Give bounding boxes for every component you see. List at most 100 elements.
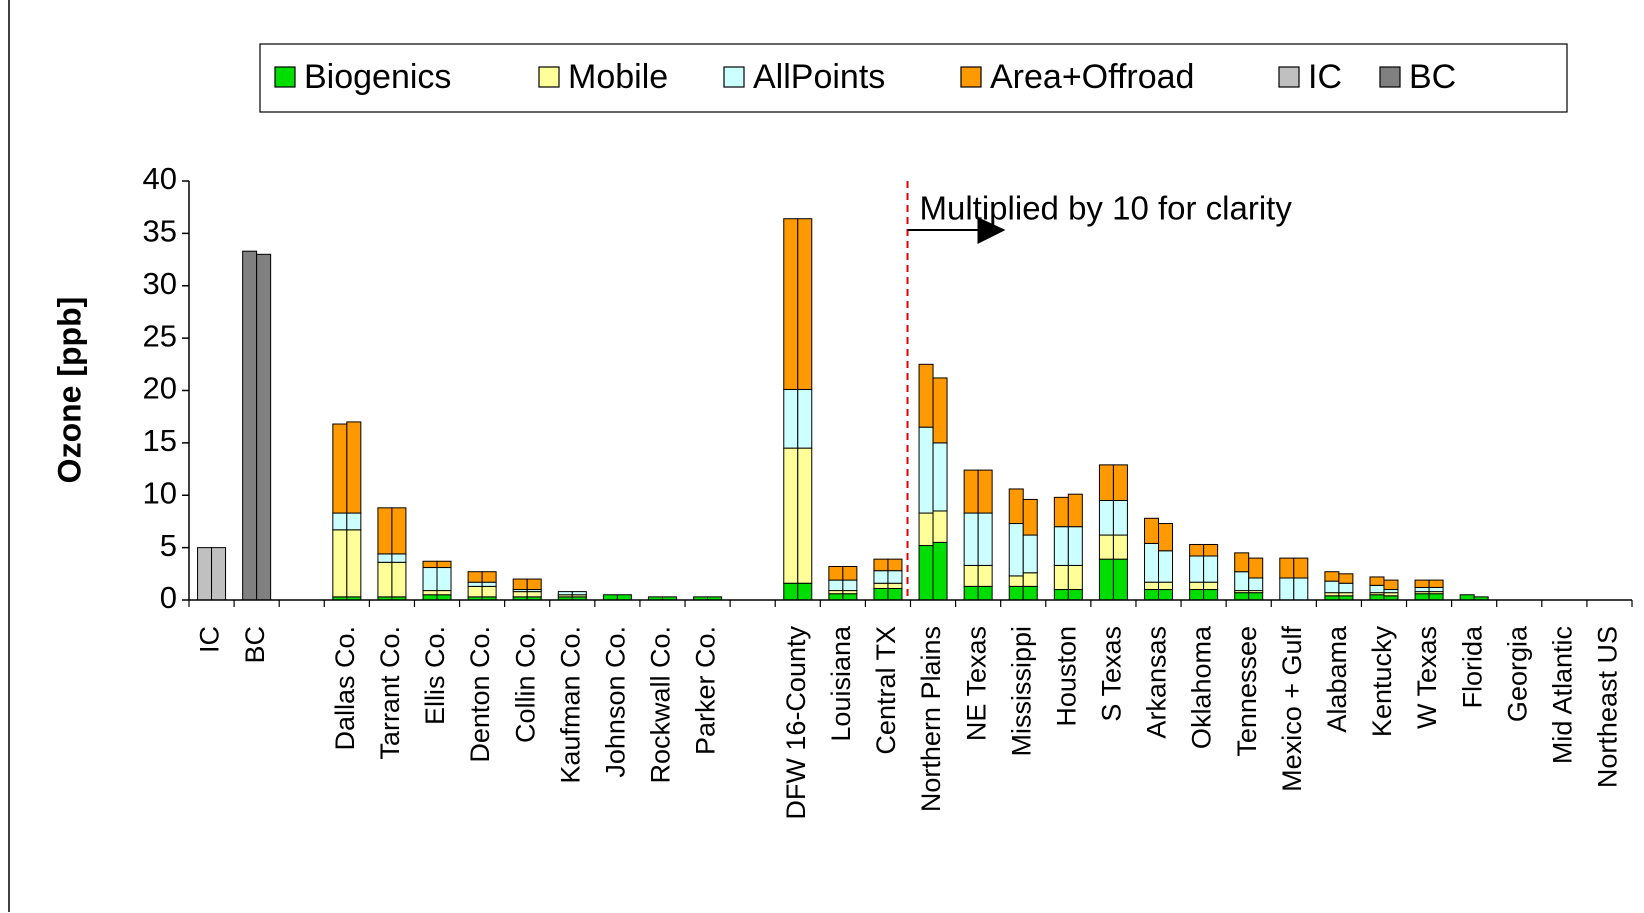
annotation: Multiplied by 10 for clarity [920,190,1293,227]
bar-segment [1098,499,1114,536]
bar-segment [1067,526,1083,566]
bar-segment [391,553,407,563]
bar-segment [481,581,497,587]
bar-segment [1067,589,1083,601]
bar-segment [1234,552,1250,573]
bar-segment [1324,571,1340,582]
bar-segment [828,565,844,581]
bar-segment [873,570,889,584]
bar-segment [887,570,903,584]
bar-segment [932,510,948,543]
bar-segment [918,426,934,514]
bar-segment [963,585,979,601]
y-tick-label: 0 [160,580,177,615]
x-tick-label: W Texas [1412,626,1442,729]
bar-segment [887,558,903,572]
bar-segment [918,545,934,601]
bar-segment [467,581,483,587]
bar-segment [1112,558,1128,601]
bar-segment [557,591,573,596]
x-tick-label: Collin Co. [510,626,540,743]
bar-segment [1324,580,1340,594]
y-tick-label: 35 [143,214,177,249]
bar-segment [1428,586,1444,593]
bar-segment [1414,579,1430,588]
bar-segment [512,578,528,591]
bar-segment [1459,594,1475,601]
bar-segment [1158,550,1174,583]
bar-segment [1234,592,1250,601]
bar-segment [1053,564,1069,591]
bar-segment [571,591,587,596]
legend-swatch [1379,66,1401,88]
x-tick-label: Northern Plains [916,626,946,812]
bar-segment [1248,557,1264,579]
x-tick-label: BC [240,626,270,664]
bar-segment [481,571,497,583]
bar-segment [602,594,618,601]
bar-segment [1008,585,1024,601]
bar-segment [1158,523,1174,552]
bar-segment [1189,543,1205,557]
x-tick-label: IC [195,626,225,653]
bar-segment [828,579,844,592]
bar-segment [1338,582,1354,594]
bar-segment [391,561,407,598]
bar-segment [1112,499,1128,536]
bar-segment [1189,555,1205,583]
legend-label: IC [1308,58,1342,96]
bar-segment [1008,488,1024,525]
bar-segment [1203,555,1219,583]
bar-segment [1158,589,1174,601]
bar-segment [436,560,452,569]
bar-segment [1414,586,1430,593]
x-tick-label: Denton Co. [465,626,495,763]
bar-segment [616,594,632,601]
bar-segment [977,585,993,601]
bar-segment [977,564,993,587]
bar-segment [1293,557,1309,579]
legend-swatch [960,66,982,88]
bar-segment [377,561,393,598]
bar-segment [932,541,948,601]
x-tick-label: Houston [1051,626,1081,727]
x-tick-label: Dallas Co. [330,626,360,751]
x-tick-label: Northeast US [1593,626,1623,788]
bar-segment [1022,498,1038,536]
bar-segment [346,529,362,598]
bar-segment [887,582,903,589]
bar-segment [887,587,903,601]
bar-segment [977,469,993,514]
bar-segment [1008,575,1024,587]
bar-segment [1248,577,1264,592]
y-tick-label: 10 [143,475,177,510]
legend-label: AllPoints [753,58,885,96]
legend-label: Mobile [568,58,668,96]
legend-box [259,43,1568,113]
bar-segment [481,585,497,598]
bar-segment [842,593,858,601]
bar-segment [783,388,799,449]
bar-segment [1067,564,1083,591]
legend-swatch [1278,66,1300,88]
x-tick-label: Tarrant Co. [375,626,405,760]
legend-swatch [274,66,296,88]
bar-segment [783,447,799,584]
bar-segment [1144,581,1160,591]
bar-segment [436,590,452,596]
bar-segment [1203,589,1219,601]
y-axis-title: Ozone [ppb] [51,297,87,484]
bar-segment [797,447,813,584]
legend-label: Biogenics [304,58,451,96]
bar-segment [797,582,813,601]
bar-segment [1067,493,1083,528]
bar-segment [1008,523,1024,577]
bar-segment [842,565,858,581]
x-tick-label: S Texas [1097,626,1127,722]
x-tick-label: Alabama [1322,625,1352,733]
x-tick-label: NE Texas [961,626,991,741]
bar-segment [1112,534,1128,560]
bar-segment [436,567,452,592]
bar-segment [1144,517,1160,544]
bar-segment [211,547,227,601]
